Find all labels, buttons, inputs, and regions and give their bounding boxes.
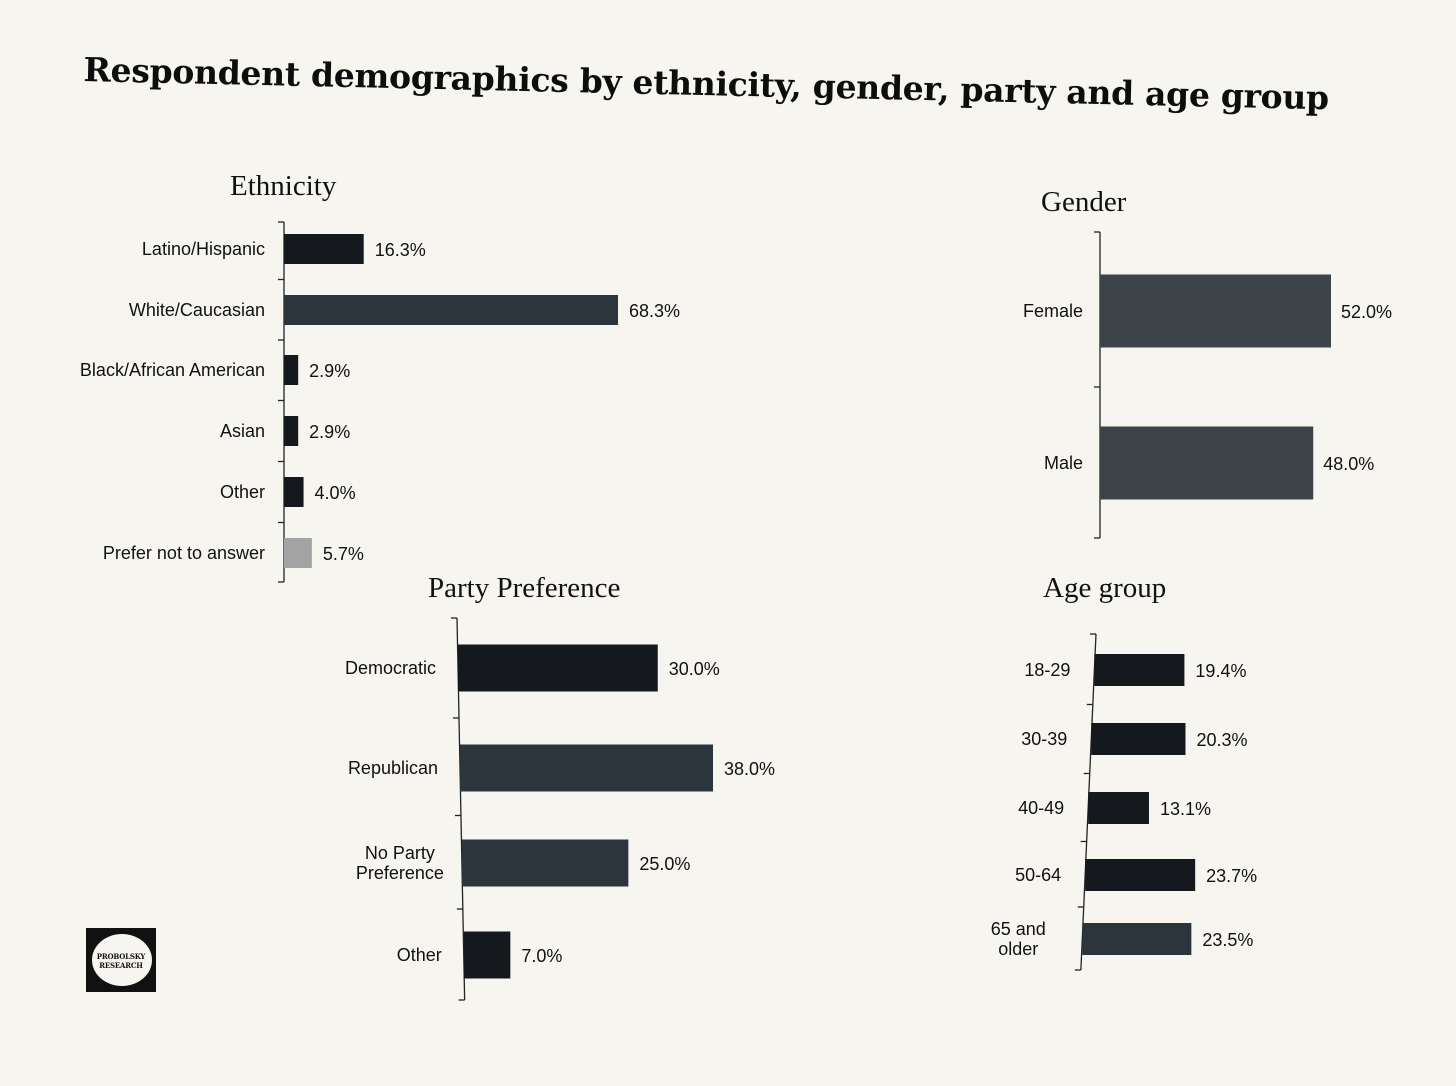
age-chart-title: Age group	[1043, 572, 1167, 604]
age-bar	[1094, 654, 1185, 686]
party-value-label: 7.0%	[521, 946, 562, 966]
age-category-label: 30-39	[1021, 729, 1067, 749]
age-value-label: 20.3%	[1196, 730, 1247, 750]
age-category-label: 65 and older	[991, 919, 1046, 959]
party-value-label: 38.0%	[724, 759, 775, 779]
age-value-label: 19.4%	[1195, 661, 1246, 681]
age-bar	[1085, 859, 1196, 891]
age-value-label: 23.5%	[1202, 930, 1253, 950]
gender-chart-title: Gender	[1041, 186, 1127, 218]
party-category-label: No Party Preference	[356, 843, 444, 883]
party-category-label: Other	[397, 945, 442, 965]
gender-bar	[1100, 274, 1331, 348]
party-bar	[463, 931, 511, 979]
party-bar	[461, 839, 629, 887]
ethnicity-value-label: 5.7%	[323, 544, 364, 564]
age-value-label: 13.1%	[1160, 799, 1211, 819]
ethnicity-value-label: 68.3%	[629, 301, 680, 321]
ethnicity-value-label: 16.3%	[375, 240, 426, 260]
ethnicity-bar	[284, 416, 299, 446]
age-bar	[1088, 792, 1149, 824]
party-chart-title: Party Preference	[428, 572, 621, 604]
ethnicity-bar	[284, 538, 312, 568]
gender-value-label: 52.0%	[1341, 302, 1392, 322]
ethnicity-category-label: Black/African American	[80, 360, 265, 380]
gender-bar	[1100, 426, 1314, 500]
ethnicity-value-label: 2.9%	[309, 361, 350, 381]
ethnicity-bar	[284, 477, 304, 507]
ethnicity-category-label: Other	[220, 482, 265, 502]
party-bar	[458, 644, 658, 692]
ethnicity-category-label: Asian	[220, 421, 265, 441]
party-value-label: 30.0%	[669, 659, 720, 679]
age-category-label: 40-49	[1018, 798, 1064, 818]
probolsky-research-logo: PROBOLSKY RESEARCH	[86, 928, 156, 992]
age-category-label: 18-29	[1024, 660, 1070, 680]
gender-category-label: Male	[1044, 453, 1083, 473]
ethnicity-category-label: White/Caucasian	[129, 300, 265, 320]
party-category-label: Republican	[348, 758, 438, 778]
ethnicity-chart-title: Ethnicity	[230, 170, 337, 202]
ethnicity-bar	[284, 295, 618, 325]
gender-value-label: 48.0%	[1323, 454, 1374, 474]
ethnicity-bar	[284, 234, 364, 264]
age-bar	[1091, 723, 1186, 755]
ethnicity-category-label: Prefer not to answer	[103, 543, 265, 563]
age-value-label: 23.7%	[1206, 866, 1257, 886]
gender-category-label: Female	[1023, 301, 1083, 321]
logo-line-2: RESEARCH	[99, 961, 143, 970]
ethnicity-bar	[284, 355, 299, 385]
party-category-label: Democratic	[345, 658, 436, 678]
age-category-label: 50-64	[1015, 865, 1061, 885]
age-bar	[1082, 923, 1192, 955]
party-value-label: 25.0%	[639, 854, 690, 874]
logo-line-1: PROBOLSKY	[96, 952, 146, 961]
ethnicity-value-label: 2.9%	[309, 422, 350, 442]
ethnicity-category-label: Latino/Hispanic	[142, 239, 265, 259]
ethnicity-value-label: 4.0%	[315, 483, 356, 503]
party-bar	[460, 744, 713, 792]
